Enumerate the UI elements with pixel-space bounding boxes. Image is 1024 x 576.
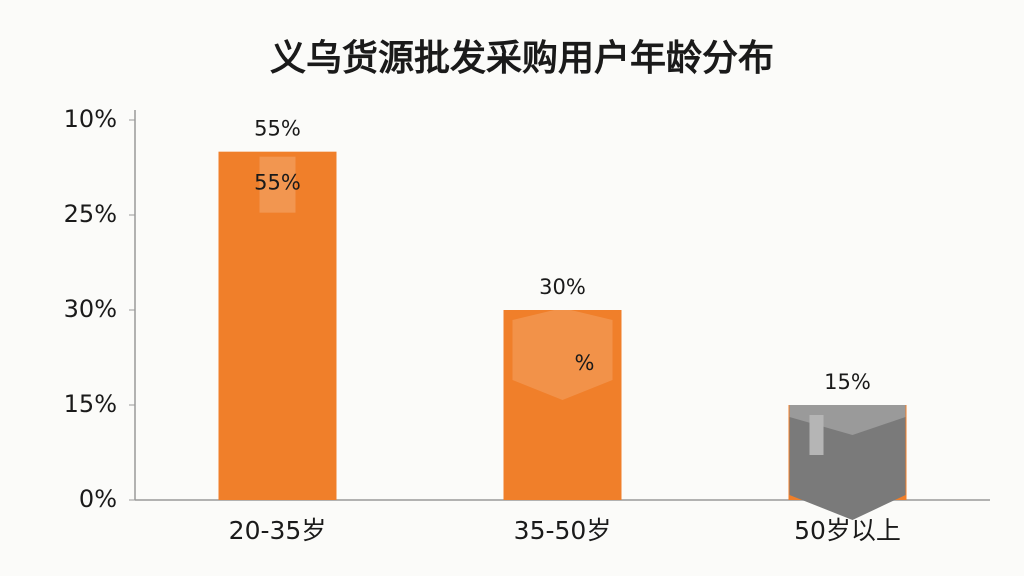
y-tick-label: 25% — [64, 200, 117, 228]
x-tick-label: 35-50岁 — [514, 516, 612, 545]
bar-highlight — [259, 156, 296, 213]
x-tick-label: 20-35岁 — [229, 516, 327, 545]
value-label: 15% — [824, 370, 871, 394]
inner-label: 55% — [254, 171, 301, 195]
box-top — [789, 405, 906, 435]
inner-label: % — [575, 351, 595, 375]
box-icon — [512, 308, 613, 400]
value-label: 55% — [254, 117, 301, 141]
y-tick-label: 30% — [64, 295, 117, 323]
chart-title: 义乌货源批发采购用户年龄分布 — [270, 38, 774, 79]
y-tick-label: 0% — [79, 485, 117, 513]
x-tick-label: 50岁以上 — [794, 516, 901, 545]
bar — [218, 151, 337, 500]
value-label: 30% — [539, 275, 586, 299]
box-tape — [809, 415, 824, 455]
y-tick-label: 15% — [64, 390, 117, 418]
bar — [503, 310, 622, 500]
y-tick-label: 10% — [64, 105, 117, 133]
